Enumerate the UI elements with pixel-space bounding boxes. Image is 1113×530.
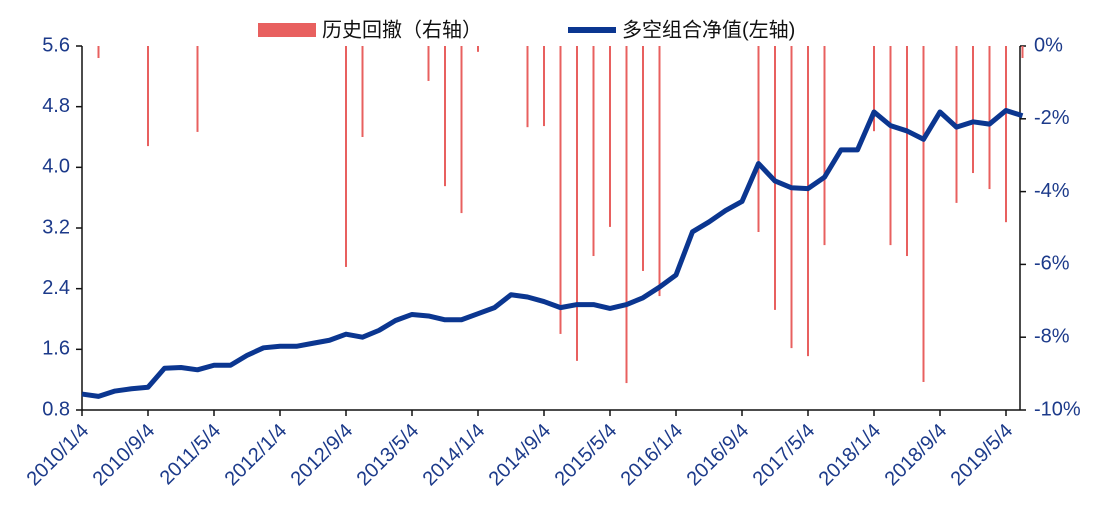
y2-tick-label: -6% <box>1034 253 1070 275</box>
y-tick-label: 4.8 <box>42 95 70 117</box>
y2-tick-label: -8% <box>1034 325 1070 347</box>
x-tick-label: 2010/9/4 <box>89 420 160 491</box>
y-tick-label: 1.6 <box>42 338 70 360</box>
bar <box>972 46 974 174</box>
bar <box>147 46 149 147</box>
y2-tick-label: -2% <box>1034 107 1070 129</box>
bar <box>427 46 430 81</box>
bar <box>625 46 628 384</box>
x-tick-label: 2018/9/4 <box>881 420 952 491</box>
bar <box>988 46 991 190</box>
x-tick-label: 2015/5/4 <box>551 420 622 491</box>
bar <box>477 46 479 52</box>
bar <box>790 46 793 349</box>
bar <box>559 46 562 334</box>
y2-tick-label: 0% <box>1034 34 1063 56</box>
x-tick-label: 2011/5/4 <box>156 420 226 490</box>
bar <box>592 46 595 257</box>
x-tick-label: 2013/5/4 <box>353 420 424 491</box>
x-tick-label: 2016/9/4 <box>683 420 754 491</box>
y-tick-label: 5.6 <box>42 34 70 56</box>
bar <box>97 46 100 59</box>
x-tick-label: 2014/1/4 <box>419 420 490 491</box>
x-tick-label: 2016/1/4 <box>617 420 688 491</box>
bar <box>361 46 364 137</box>
bar <box>873 46 875 132</box>
x-tick-label: 2019/5/4 <box>947 420 1018 491</box>
legend-swatch <box>258 23 316 37</box>
bar <box>460 46 463 214</box>
line <box>81 107 1024 399</box>
bar <box>807 46 809 357</box>
bar <box>609 46 611 227</box>
bar <box>906 46 908 257</box>
legend-label: 多空组合净值(左轴) <box>622 18 795 41</box>
x-tick-label: 2012/9/4 <box>287 420 358 491</box>
bar <box>922 46 925 382</box>
x-tick-label: 2018/1/4 <box>815 420 886 491</box>
bar <box>345 46 347 267</box>
x-tick-label: 2017/5/4 <box>749 420 820 491</box>
bar <box>757 46 760 233</box>
bar <box>196 46 199 132</box>
bar <box>889 46 892 246</box>
y-tick-label: 4.0 <box>42 156 70 178</box>
bar <box>658 46 661 297</box>
bar <box>823 46 826 246</box>
y-tick-label: 3.2 <box>42 216 70 238</box>
x-tick-label: 2014/9/4 <box>485 420 556 491</box>
y2-tick-label: -10% <box>1034 398 1081 420</box>
x-tick-label: 2012/1/4 <box>221 420 292 491</box>
y2-tick-label: -4% <box>1034 180 1070 202</box>
bar <box>642 46 644 271</box>
y-tick-label: 0.8 <box>42 398 70 420</box>
bar <box>543 46 545 127</box>
bar <box>1021 46 1024 59</box>
bar <box>526 46 529 128</box>
legend-label: 历史回撤（右轴） <box>322 18 482 41</box>
bar <box>1005 46 1007 223</box>
x-tick-label: 2010/1/4 <box>23 420 94 491</box>
bar <box>576 46 578 361</box>
y-tick-label: 2.4 <box>42 277 70 299</box>
bar <box>444 46 446 187</box>
